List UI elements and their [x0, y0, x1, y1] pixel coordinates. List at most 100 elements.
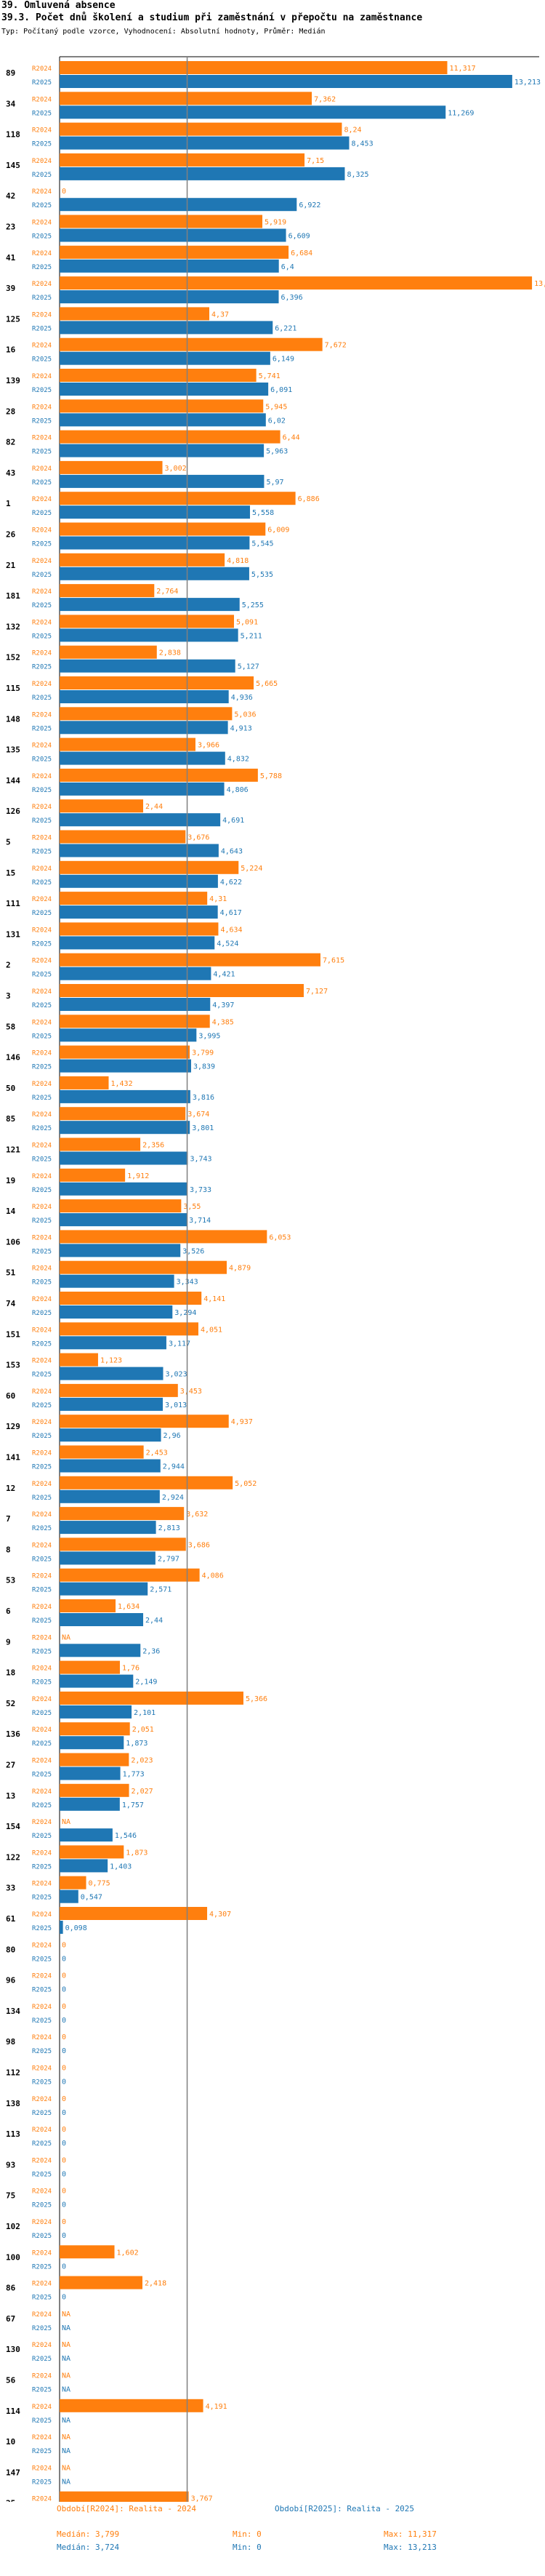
- series-label-r2024: R2024: [32, 2034, 52, 2041]
- value-label-r2024: 0: [62, 2003, 66, 2011]
- series-label-r2025: R2025: [32, 1248, 52, 1255]
- series-label-r2024: R2024: [32, 958, 52, 965]
- bar-r2025: [60, 474, 265, 488]
- series-label-r2024: R2024: [32, 127, 52, 135]
- bar-r2025: [60, 167, 345, 180]
- value-label-r2024: 2,051: [132, 1726, 154, 1734]
- category-label: 146: [6, 1053, 20, 1063]
- value-label-r2024: 5,919: [265, 219, 286, 227]
- value-label-r2025: 5,255: [242, 601, 264, 609]
- series-label-r2025: R2025: [32, 2263, 52, 2271]
- category-label: 153: [6, 1361, 20, 1370]
- category-label: 16: [6, 345, 16, 355]
- bar-r2024: [60, 799, 144, 813]
- value-label-r2025: 3,023: [166, 1371, 187, 1379]
- series-label-r2025: R2025: [32, 1464, 52, 1471]
- value-label-r2024: 2,023: [131, 1757, 153, 1765]
- bar-r2025: [60, 1767, 121, 1780]
- category-label: 135: [6, 745, 20, 755]
- bar-r2025: [60, 1151, 188, 1165]
- series-label-r2025: R2025: [32, 510, 52, 517]
- category-label: 18: [6, 1668, 15, 1678]
- category-label: 23: [6, 223, 15, 232]
- bar-r2025: [60, 1459, 161, 1473]
- value-label-r2024: 5,091: [236, 618, 258, 626]
- series-label-r2024: R2024: [32, 1973, 52, 1980]
- value-label-r2025: 5,545: [251, 540, 273, 548]
- category-label: 118: [6, 130, 20, 140]
- value-label-r2025: 3,733: [190, 1186, 211, 1194]
- value-label-r2025: 2,36: [142, 1647, 160, 1655]
- bar-r2025: [60, 936, 215, 950]
- bar-r2025: [60, 1889, 78, 1903]
- series-label-r2024: R2024: [32, 1542, 52, 1549]
- value-label-r2024: 6,684: [291, 249, 312, 257]
- bar-r2025: [60, 1059, 191, 1073]
- series-label-r2024: R2024: [32, 927, 52, 934]
- value-label-r2024: 0,775: [89, 1880, 110, 1888]
- series-label-r2025: R2025: [32, 756, 52, 764]
- bar-r2025: [60, 505, 251, 519]
- legend-r2024-name: Období[R2024]: Realita - 2024: [57, 2504, 197, 2513]
- bar-r2024: [60, 1476, 233, 1489]
- series-label-r2024: R2024: [32, 65, 52, 73]
- series-label-r2025: R2025: [32, 1372, 52, 1379]
- series-label-r2024: R2024: [32, 1388, 52, 1396]
- category-label: 122: [6, 1852, 20, 1862]
- bar-r2025: [60, 413, 266, 427]
- bar-r2024: [60, 1076, 109, 1089]
- value-label-r2024: 4,307: [209, 1911, 231, 1919]
- bar-r2025: [60, 1305, 173, 1319]
- series-label-r2024: R2024: [32, 2404, 52, 2411]
- value-label-r2024: 4,634: [220, 926, 242, 934]
- value-label-r2025: NA: [62, 2447, 70, 2455]
- legend-r2025-median: Medián: 3,724: [57, 2543, 120, 2552]
- value-label-r2024: 5,945: [265, 403, 287, 411]
- value-label-r2025: 5,963: [266, 448, 288, 456]
- series-label-r2024: R2024: [32, 96, 52, 103]
- series-label-r2025: R2025: [32, 1587, 52, 1594]
- series-label-r2024: R2024: [32, 865, 52, 873]
- value-label-r2024: 0: [62, 2095, 66, 2103]
- value-label-r2024: 5,224: [241, 865, 262, 873]
- value-label-r2025: 0,547: [81, 1894, 102, 1902]
- category-label: 115: [6, 684, 20, 693]
- series-label-r2025: R2025: [32, 2110, 52, 2117]
- value-label-r2024: 4,937: [231, 1418, 253, 1426]
- series-label-r2024: R2024: [32, 835, 52, 842]
- series-label-r2025: R2025: [32, 1217, 52, 1225]
- value-label-r2025: 8,325: [347, 171, 368, 179]
- series-label-r2025: R2025: [32, 849, 52, 856]
- value-label-r2024: 0: [62, 2218, 66, 2226]
- bar-r2024: [60, 1107, 186, 1121]
- series-label-r2025: R2025: [32, 1279, 52, 1287]
- bar-r2024: [60, 1199, 182, 1213]
- bar-r2024: [60, 1015, 210, 1028]
- bar-r2025: [60, 105, 446, 119]
- category-label: 53: [6, 1576, 15, 1585]
- value-label-r2025: 6,149: [272, 356, 294, 364]
- bar-r2024: [60, 645, 157, 659]
- series-label-r2025: R2025: [32, 1740, 52, 1748]
- series-label-r2024: R2024: [32, 1634, 52, 1641]
- category-label: 152: [6, 653, 20, 663]
- category-label: 61: [6, 1914, 16, 1924]
- category-label: 13: [6, 1791, 15, 1801]
- bar-r2024: [60, 1137, 141, 1151]
- series-label-r2024: R2024: [32, 1665, 52, 1673]
- legend-r2024-max: Max: 11,317: [384, 2529, 437, 2539]
- series-label-r2024: R2024: [32, 1204, 52, 1211]
- series-label-r2024: R2024: [32, 1942, 52, 1949]
- value-label-r2025: 6,221: [275, 324, 296, 332]
- value-label-r2025: 3,117: [169, 1340, 190, 1348]
- series-label-r2024: R2024: [32, 2219, 52, 2226]
- category-label: 141: [6, 1453, 20, 1463]
- legend-r2025-max: Max: 13,213: [384, 2543, 437, 2552]
- bar-r2025: [60, 1336, 166, 1350]
- category-label: 52: [6, 1699, 15, 1708]
- series-label-r2024: R2024: [32, 650, 52, 657]
- bar-r2024: [60, 1230, 267, 1244]
- bar-r2025: [60, 628, 238, 642]
- series-label-r2024: R2024: [32, 1819, 52, 1826]
- value-label-r2025: 4,617: [220, 909, 242, 917]
